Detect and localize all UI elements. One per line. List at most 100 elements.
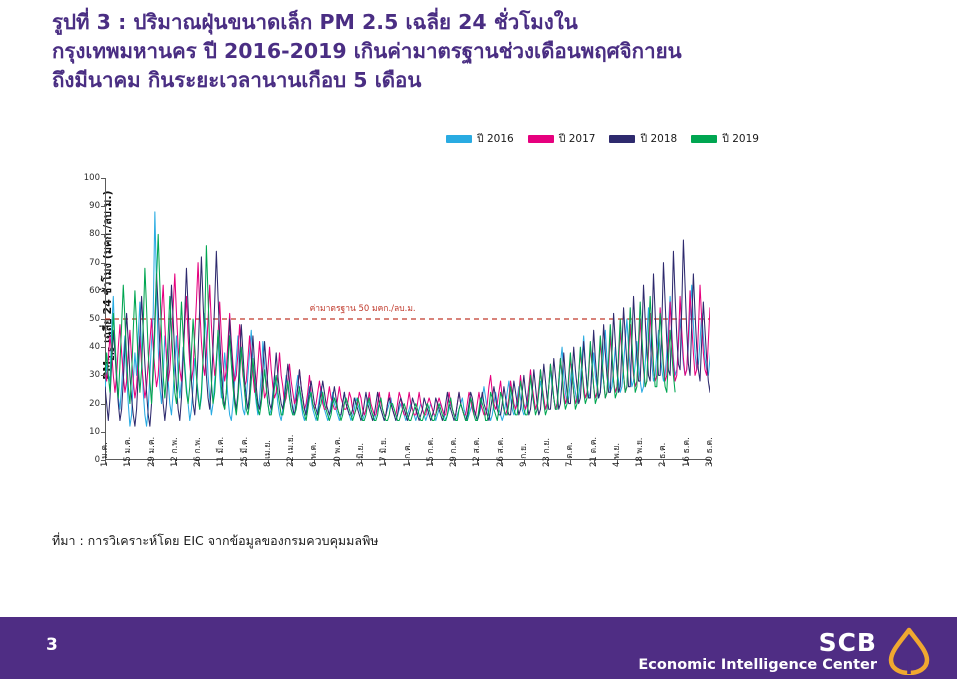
y-axis-tick-mark xyxy=(101,403,105,405)
x-axis-tick-mark xyxy=(128,460,130,464)
legend-label: ปี 2017 xyxy=(558,133,596,145)
x-axis-tick-label: 15 ก.ค. xyxy=(425,437,436,467)
x-axis-tick-label: 3 มิ.ย. xyxy=(355,442,366,467)
y-axis-tick-label: 40 xyxy=(89,342,100,353)
x-axis-tick-label: 17 มิ.ย. xyxy=(379,437,390,467)
legend-label: ปี 2019 xyxy=(722,133,759,145)
x-axis-tick-mark xyxy=(105,460,106,464)
x-axis-tick-mark xyxy=(616,460,618,464)
chart-legend: ปี 2016 ปี 2017 ปี 2018 ปี 2019 xyxy=(446,130,759,147)
x-axis-tick-label: 20 พ.ค. xyxy=(332,436,343,467)
legend-label: ปี 2016 xyxy=(477,133,514,145)
y-axis-tick-mark xyxy=(101,234,105,236)
x-axis-tick-label: 25 มี.ค. xyxy=(239,436,250,467)
y-axis-tick-mark xyxy=(101,319,105,320)
x-axis-tick-label: 16 ธ.ค. xyxy=(681,437,692,467)
page-number: 3 xyxy=(46,635,58,655)
x-axis-tick-mark xyxy=(640,460,642,464)
x-axis-tick-label: 23 ก.ย. xyxy=(542,437,553,467)
x-axis-tick-mark xyxy=(198,460,200,464)
x-axis-tick-label: 22 เม.ย. xyxy=(286,434,297,467)
legend-item-ปี-2018[interactable]: ปี 2018 xyxy=(609,130,677,147)
y-axis-tick-label: 20 xyxy=(89,398,100,409)
x-axis-tick-mark xyxy=(360,460,362,464)
x-axis-tick-mark xyxy=(686,460,688,464)
y-axis-tick-mark xyxy=(101,290,105,292)
x-axis-tick-label: 8 เม.ย. xyxy=(262,439,273,467)
scb-leaf-icon xyxy=(888,627,930,675)
x-axis-tick-mark xyxy=(593,460,595,464)
x-axis-tick-mark xyxy=(244,460,246,464)
y-axis-tick-label: 60 xyxy=(89,285,100,296)
x-axis-tick-mark xyxy=(384,460,386,464)
x-axis-tick-label: 18 พ.ย. xyxy=(635,437,646,467)
y-axis-tick-label: 100 xyxy=(83,173,100,183)
x-axis-tick-mark xyxy=(337,460,339,464)
x-axis-tick-label: 9 ก.ย. xyxy=(518,443,529,467)
page-title-line-1: รูปที่ 3 : ปริมาณฝุ่นขนาดเล็ก PM 2.5 เฉล… xyxy=(52,10,578,34)
page-title-line-3: ถึงมีนาคม กินระยะเวลานานเกือบ 5 เดือน xyxy=(52,68,422,92)
page-title-line-2: กรุงเทพมหานคร ปี 2016-2019 เกินค่ามาตรฐา… xyxy=(52,39,682,63)
y-axis-tick-label: 70 xyxy=(89,257,100,268)
plot-area: ค่ามาตรฐาน 50 มคก./ลบ.ม. 0 10 20 30 40 50 60 70… xyxy=(84,173,715,467)
y-axis-tick-mark xyxy=(101,206,105,208)
y-axis-tick-mark xyxy=(101,460,105,461)
brand-tagline: Economic Intelligence Center xyxy=(638,656,877,673)
x-axis-tick-label: 26 ก.พ. xyxy=(193,437,204,467)
legend-swatch-icon xyxy=(691,134,718,143)
x-axis-tick-mark xyxy=(477,460,479,464)
legend-swatch-icon xyxy=(446,134,472,143)
x-axis-tick-mark xyxy=(151,460,153,464)
x-axis-tick-mark xyxy=(267,460,269,464)
y-axis-tick-mark xyxy=(101,262,105,264)
x-axis-tick-label: 29 ก.ค. xyxy=(449,437,460,467)
source-note: ที่มา : การวิเคราะห์โดย EIC จากข้อมูลของ… xyxy=(52,533,379,548)
y-axis-tick-mark xyxy=(101,347,105,349)
series-line-ปี-2016 xyxy=(105,211,710,427)
series-line-ปี-2018 xyxy=(105,239,710,427)
y-axis-tick-mark xyxy=(101,178,105,179)
x-axis-tick-label: 11 มี.ค. xyxy=(216,436,227,467)
legend-item-ปี-2017[interactable]: ปี 2017 xyxy=(527,130,596,147)
brand-text: SCB Economic Intelligence Center xyxy=(638,630,877,673)
y-axis-tick-mark xyxy=(101,375,105,377)
x-axis-tick-mark xyxy=(570,460,572,464)
footer-bar: 3 SCB Economic Intelligence Center xyxy=(0,617,957,679)
x-axis-tick-label: 12 ส.ค. xyxy=(472,437,483,467)
legend-label: ปี 2018 xyxy=(640,133,678,145)
y-axis-tick-label: 50 xyxy=(89,314,100,324)
x-axis-tick-mark xyxy=(221,460,223,464)
x-axis-tick-mark xyxy=(430,460,432,464)
x-axis-tick-label: 7 ต.ค. xyxy=(565,442,576,467)
x-axis-tick-mark xyxy=(454,460,456,464)
page-title: รูปที่ 3 : ปริมาณฝุ่นขนาดเล็ก PM 2.5 เฉล… xyxy=(52,8,912,95)
x-axis-tick-label: 4 พ.ย. xyxy=(611,442,622,467)
threshold-label: ค่ามาตรฐาน 50 มคก./ลบ.ม. xyxy=(309,303,416,314)
x-axis-tick-label: 15 ม.ค. xyxy=(123,436,134,467)
x-axis-tick-label: 29 ม.ค. xyxy=(146,436,157,467)
x-axis-line xyxy=(105,458,710,460)
x-axis-tick-mark xyxy=(407,460,409,464)
y-axis-tick-label: 90 xyxy=(89,201,100,212)
y-axis-tick-label: 0 xyxy=(94,455,100,465)
legend-swatch-icon xyxy=(609,134,636,143)
x-axis-tick-label: 12 ก.พ. xyxy=(169,437,180,467)
pm25-line-chart: PM2.5 เฉลี่ย 24 ชั่วโมง (มคก./ลบ.ม.) ค่า… xyxy=(60,168,730,518)
x-axis-tick-mark xyxy=(174,460,176,464)
x-axis-tick-mark xyxy=(710,460,711,464)
y-axis-tick-mark xyxy=(101,431,105,433)
x-axis-tick-mark xyxy=(547,460,549,464)
x-axis-tick-label: 1 ก.ค. xyxy=(402,442,413,467)
legend-item-ปี-2019[interactable]: ปี 2019 xyxy=(691,130,759,147)
series-lines xyxy=(105,211,710,427)
x-axis-tick-label: 21 ต.ค. xyxy=(588,436,599,467)
legend-item-ปี-2016[interactable]: ปี 2016 xyxy=(446,130,514,147)
x-axis-tick-label: 30 ธ.ค. xyxy=(705,437,715,467)
x-axis-tick-mark xyxy=(523,460,525,464)
series-line-ปี-2019 xyxy=(105,233,676,422)
x-axis-tick-label: 6 พ.ค. xyxy=(309,442,320,467)
x-axis-tick-mark xyxy=(291,460,293,464)
x-axis-tick-mark xyxy=(500,460,502,464)
y-axis-tick-label: 30 xyxy=(89,370,100,381)
y-axis-tick-label: 10 xyxy=(89,426,100,437)
